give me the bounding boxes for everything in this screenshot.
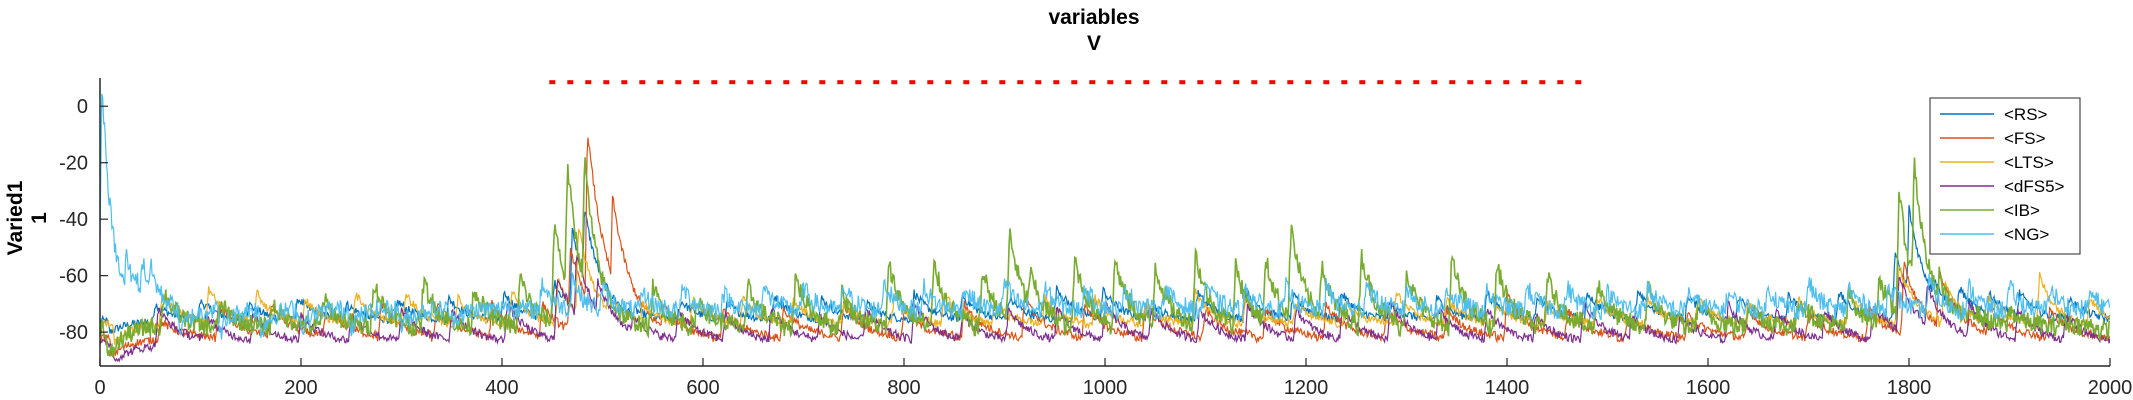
stimulus-marker-dot	[1521, 80, 1528, 85]
stimulus-marker-dot	[657, 80, 664, 85]
y-ticks: 0 -20 -40 -60 -80	[59, 96, 108, 344]
x-tick-label: 1200	[1284, 377, 1329, 399]
stimulus-marker-dot	[1071, 80, 1078, 85]
stimulus-marker-dot	[1035, 80, 1042, 85]
series-layer	[100, 93, 2110, 363]
x-tick-label: 0	[94, 377, 105, 399]
stimulus-marker-dot	[1539, 80, 1546, 85]
stimulus-marker-dot	[711, 80, 718, 85]
chart-title-text: variables	[1048, 6, 1139, 29]
stimulus-marker-dot	[837, 80, 844, 85]
stimulus-marker-dot	[1053, 80, 1060, 85]
stimulus-marker-dot	[909, 80, 916, 85]
stimulus-marker-dot	[1413, 80, 1420, 85]
stimulus-marker-dot	[549, 80, 556, 85]
stimulus-marker-dot	[585, 80, 592, 85]
stimulus-marker-dot	[783, 80, 790, 85]
x-tick-label: 1600	[1686, 377, 1731, 399]
stimulus-marker-dot	[1107, 80, 1114, 85]
stimulus-marker-dot	[693, 80, 700, 85]
stimulus-marker-dot	[1287, 80, 1294, 85]
y-tick-label: -20	[59, 153, 88, 175]
series-line-5	[100, 93, 2110, 340]
x-tick-label: 1800	[1887, 377, 1932, 399]
stimulus-marker-dot	[1323, 80, 1330, 85]
stimulus-marker-dot	[1269, 80, 1276, 85]
series-line-4	[100, 157, 2110, 357]
stimulus-marker-dot	[1575, 80, 1582, 85]
stimulus-marker-dot	[1233, 80, 1240, 85]
stimulus-marker-dot	[675, 80, 682, 85]
legend-label: <NG>	[2004, 225, 2049, 244]
stimulus-marker-dot	[1557, 80, 1564, 85]
stimulus-marker-dot	[1503, 80, 1510, 85]
stimulus-markers	[549, 80, 1582, 85]
stimulus-marker-dot	[765, 80, 772, 85]
stimulus-marker-dot	[855, 80, 862, 85]
legend: <RS> <FS> <LTS> <dFS5> <IB> <NG>	[1929, 97, 2081, 255]
stimulus-marker-dot	[1125, 80, 1132, 85]
legend-label: <FS>	[2004, 129, 2046, 148]
legend-label: <dFS5>	[2004, 177, 2065, 196]
stimulus-marker-dot	[1215, 80, 1222, 85]
stimulus-marker-dot	[1017, 80, 1024, 85]
stimulus-marker-dot	[1251, 80, 1258, 85]
stimulus-marker-dot	[1341, 80, 1348, 85]
stimulus-marker-dot	[801, 80, 808, 85]
stimulus-marker-dot	[1395, 80, 1402, 85]
legend-label: <IB>	[2004, 201, 2040, 220]
stimulus-marker-dot	[999, 80, 1006, 85]
stimulus-marker-dot	[567, 80, 574, 85]
x-tick-label: 1000	[1083, 377, 1128, 399]
stimulus-marker-dot	[1089, 80, 1096, 85]
stimulus-marker-dot	[1143, 80, 1150, 85]
stimulus-marker-dot	[927, 80, 934, 85]
chart-subtitle-text: V	[1087, 32, 1101, 55]
stimulus-marker-dot	[747, 80, 754, 85]
stimulus-marker-dot	[1377, 80, 1384, 85]
legend-label: <LTS>	[2004, 153, 2054, 172]
x-tick-label: 2000	[2088, 377, 2133, 399]
x-tick-label: 800	[887, 377, 920, 399]
stimulus-marker-dot	[1179, 80, 1186, 85]
stimulus-marker-dot	[603, 80, 610, 85]
chart-title: variables V	[1048, 6, 1139, 55]
x-tick-label: 400	[485, 377, 518, 399]
stimulus-marker-dot	[1431, 80, 1438, 85]
stimulus-marker-dot	[981, 80, 988, 85]
stimulus-marker-dot	[873, 80, 880, 85]
x-tick-label: 200	[284, 377, 317, 399]
stimulus-marker-dot	[1449, 80, 1456, 85]
y-axis-label: Varied1 1	[4, 180, 51, 255]
stimulus-marker-dot	[1485, 80, 1492, 85]
y-tick-label: 0	[77, 96, 88, 118]
y-tick-label: -80	[59, 322, 88, 344]
stimulus-marker-dot	[1161, 80, 1168, 85]
x-ticks: 0 200 400 600 800 1000 1200 1400 1600 1800 2000	[94, 358, 2132, 399]
stimulus-marker-dot	[1467, 80, 1474, 85]
y-axis-label-subtext: 1	[28, 212, 51, 224]
y-tick-label: -60	[59, 266, 88, 288]
legend-label: <RS>	[2004, 105, 2048, 124]
stimulus-marker-dot	[639, 80, 646, 85]
x-tick-label: 600	[686, 377, 719, 399]
legend-box	[1929, 97, 2081, 255]
stimulus-marker-dot	[621, 80, 628, 85]
stimulus-marker-dot	[1359, 80, 1366, 85]
stimulus-marker-dot	[1305, 80, 1312, 85]
stimulus-marker-dot	[891, 80, 898, 85]
y-axis-label-text: Varied1	[4, 180, 27, 255]
stimulus-marker-dot	[819, 80, 826, 85]
stimulus-marker-dot	[963, 80, 970, 85]
x-tick-label: 1400	[1485, 377, 1530, 399]
stimulus-marker-dot	[1197, 80, 1204, 85]
stimulus-marker-dot	[945, 80, 952, 85]
stimulus-marker-dot	[729, 80, 736, 85]
y-tick-label: -40	[59, 209, 88, 231]
